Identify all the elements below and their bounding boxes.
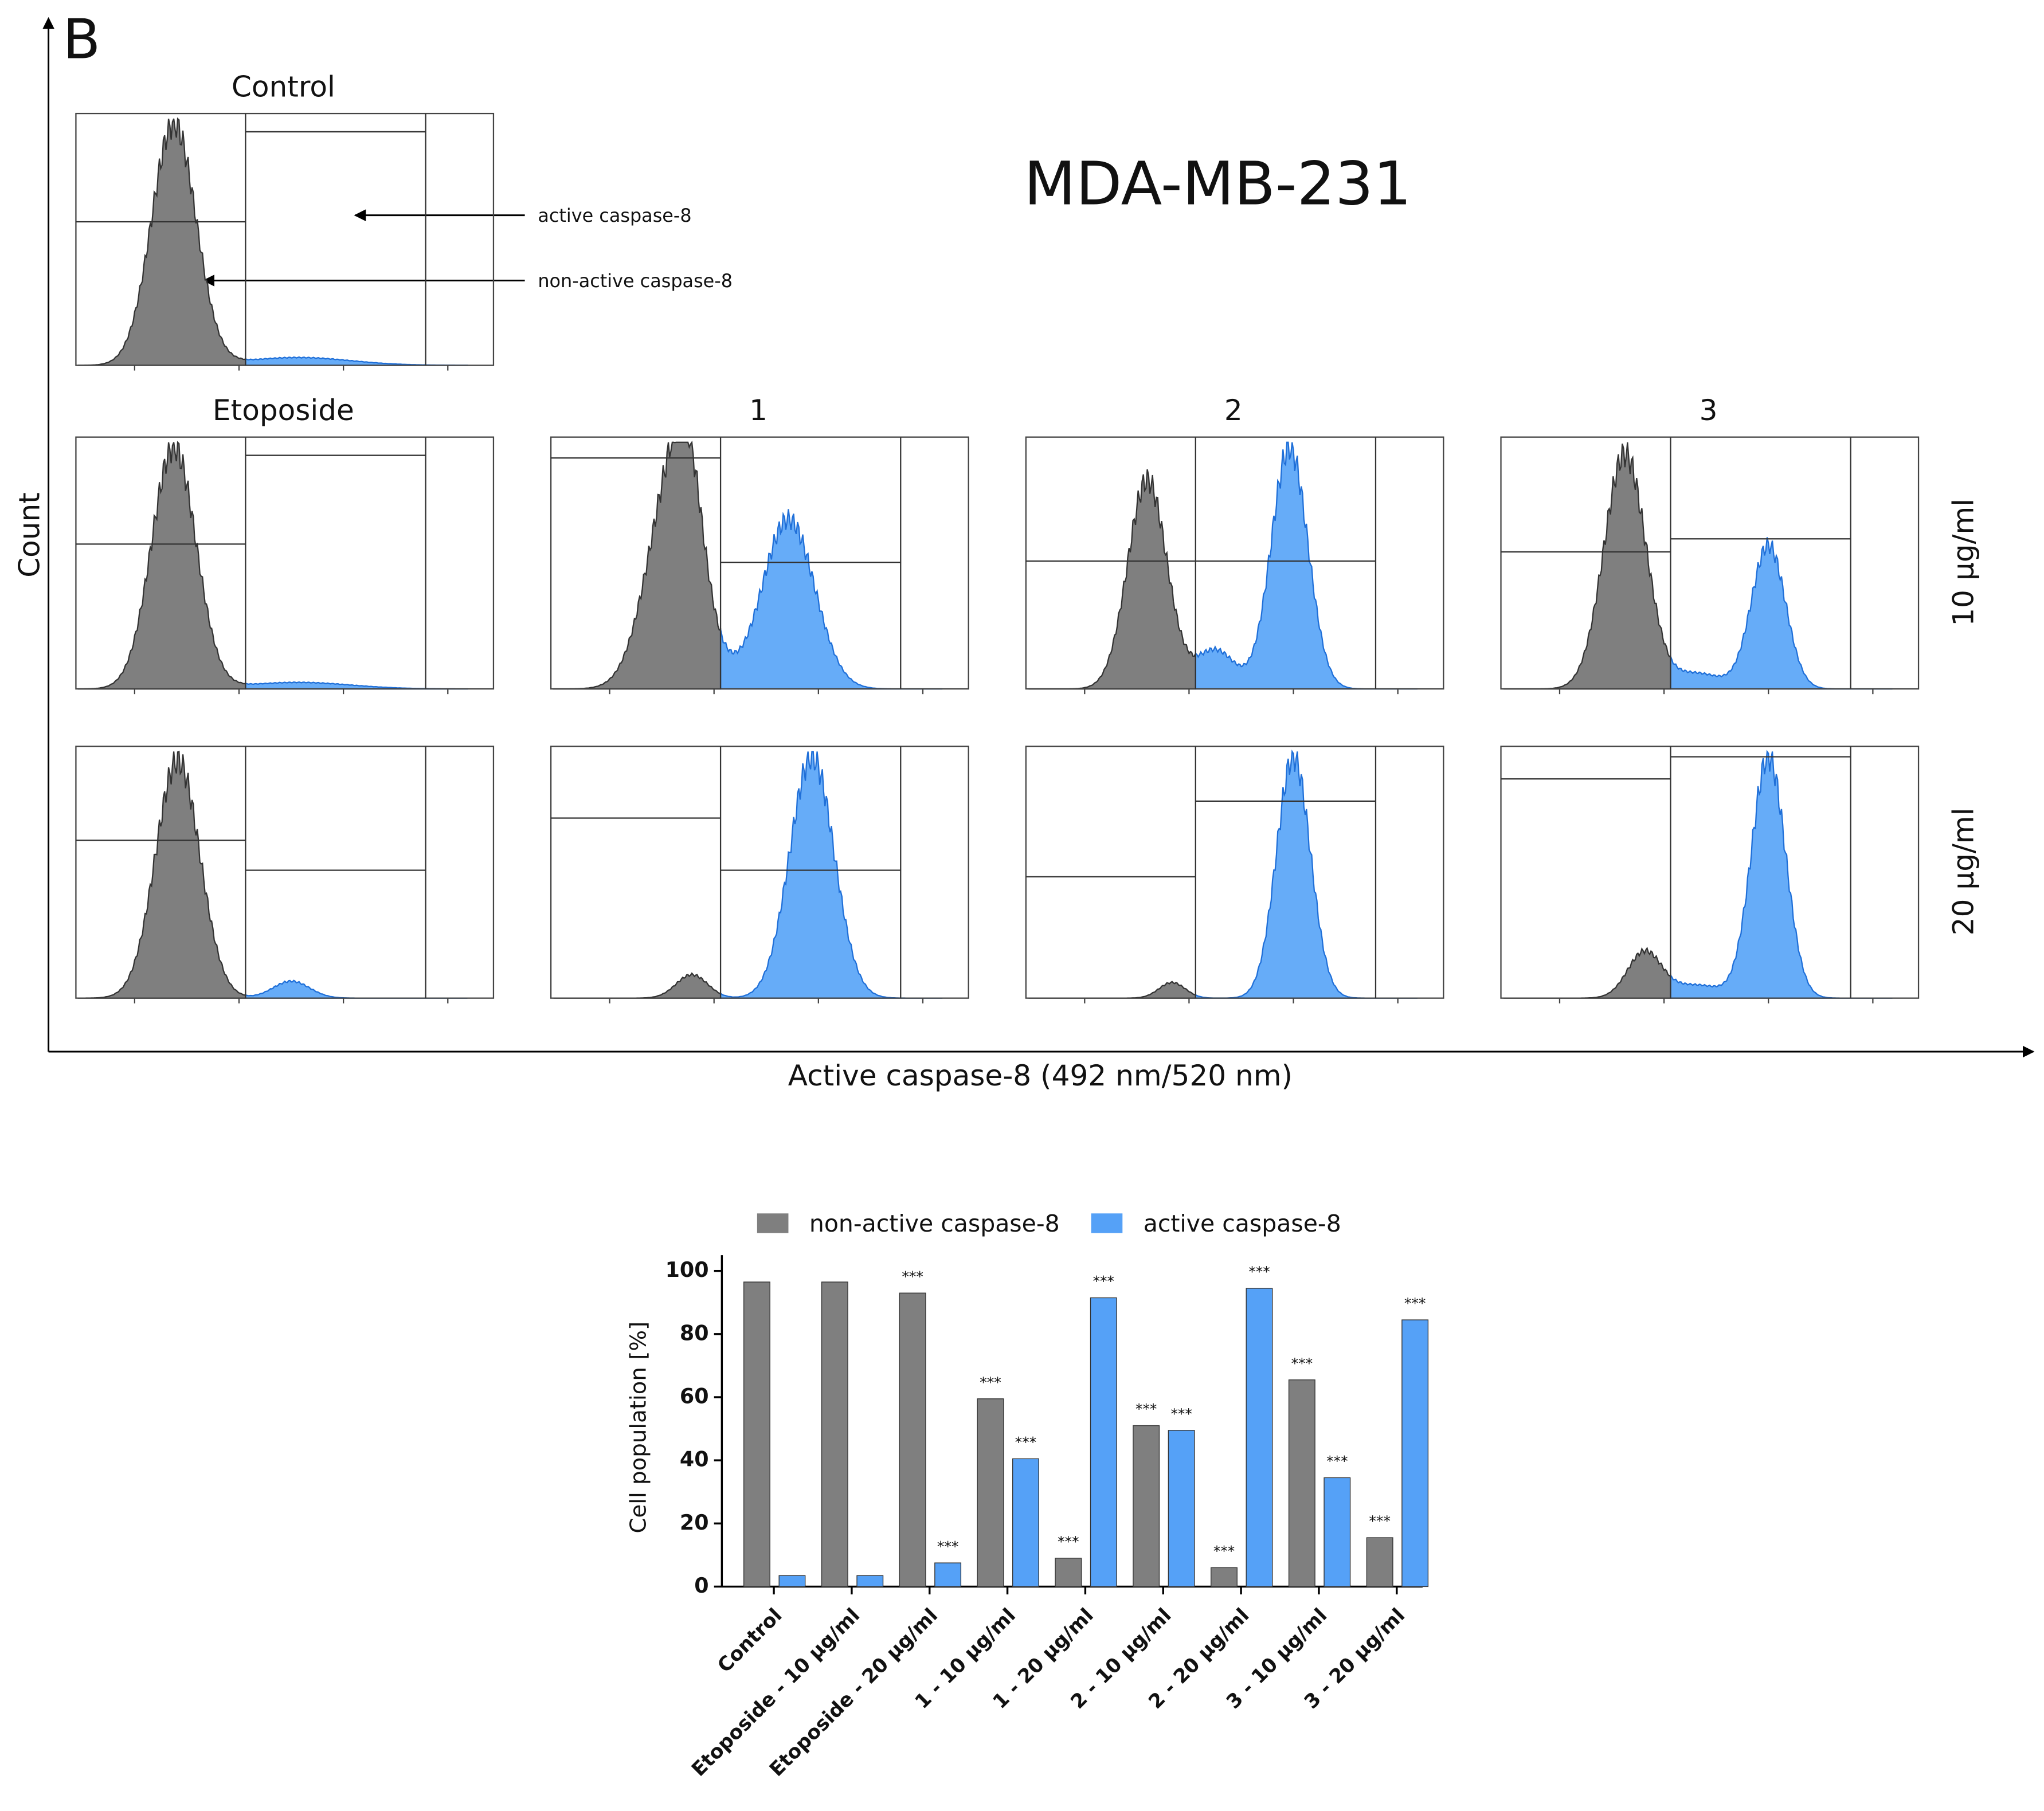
- panel-title: Control: [232, 70, 335, 103]
- significance-label: ***: [1326, 1453, 1348, 1469]
- legend-swatch: [1091, 1213, 1123, 1233]
- histogram-area: [1195, 749, 1418, 999]
- legend-swatch: [757, 1213, 789, 1233]
- x-tick-label: Control: [713, 1604, 786, 1677]
- y-tick-label: 60: [680, 1383, 709, 1408]
- histogram-area: [719, 751, 943, 999]
- histogram-area: [1503, 442, 1671, 690]
- histogram-frame: [1500, 746, 1920, 999]
- significance-label: ***: [1213, 1543, 1235, 1559]
- histogram-area: [245, 979, 468, 999]
- histogram-area: [1670, 537, 1893, 690]
- histogram-area: [1503, 946, 1671, 999]
- count-label: Count: [13, 492, 46, 578]
- fluorescence-label: Active caspase-8 (492 nm/520 nm): [788, 1059, 1293, 1092]
- significance-label: ***: [1291, 1355, 1313, 1371]
- panel-title: 2: [1224, 394, 1243, 427]
- bar: [1211, 1567, 1238, 1587]
- histogram-area: [77, 117, 246, 366]
- histograms: [75, 112, 1920, 1004]
- significance-label: ***: [1058, 1534, 1079, 1550]
- histogram-area: [77, 750, 246, 999]
- bar: [1401, 1319, 1429, 1587]
- significance-label: ***: [1093, 1273, 1115, 1289]
- cell-line-title: MDA-MB-231: [1024, 149, 1411, 219]
- histogram-area: [1670, 750, 1893, 999]
- histogram-area: [245, 681, 468, 690]
- significance-label: ***: [1015, 1434, 1037, 1451]
- annotation: non-active caspase-8: [538, 270, 733, 292]
- panel-title: 1: [749, 394, 768, 427]
- significance-label: ***: [1369, 1513, 1391, 1530]
- annotation: active caspase-8: [538, 205, 691, 226]
- bar: [1366, 1537, 1393, 1587]
- histogram-frame: [1500, 436, 1920, 690]
- bar: [1246, 1288, 1273, 1587]
- histogram-frame: [75, 112, 495, 366]
- histogram-area: [553, 440, 722, 690]
- bar: [1323, 1477, 1351, 1587]
- panel-title: 3: [1700, 394, 1718, 427]
- y-tick-label: 20: [680, 1510, 709, 1535]
- significance-label: ***: [1170, 1405, 1192, 1422]
- histogram-area: [1028, 469, 1196, 690]
- y-tick-label: 100: [665, 1257, 709, 1282]
- histogram-area: [719, 509, 943, 690]
- bar: [821, 1281, 848, 1587]
- bar: [899, 1292, 926, 1587]
- legend-label: non-active caspase-8: [809, 1210, 1060, 1237]
- histogram-frame: [550, 746, 969, 999]
- histogram-area: [1028, 981, 1196, 999]
- legend-label: active caspase-8: [1144, 1210, 1341, 1237]
- bar: [1288, 1379, 1315, 1587]
- y-axis-label: Cell population [%]: [625, 1322, 651, 1534]
- bar: [934, 1562, 962, 1587]
- bar: [1090, 1297, 1117, 1587]
- histogram-frame: [1025, 436, 1444, 690]
- bar: [1055, 1558, 1082, 1587]
- histogram-area: [245, 356, 468, 366]
- bar: [1133, 1425, 1160, 1587]
- histogram-area: [77, 441, 246, 690]
- significance-label: ***: [937, 1538, 959, 1555]
- y-tick-label: 40: [680, 1447, 709, 1472]
- histogram-area: [553, 972, 722, 999]
- histogram-frame: [75, 746, 495, 999]
- significance-label: ***: [902, 1268, 923, 1285]
- bar: [1012, 1458, 1039, 1587]
- significance-label: ***: [1404, 1295, 1426, 1312]
- histogram-area: [1195, 441, 1418, 690]
- y-tick-label: 0: [694, 1573, 708, 1598]
- histogram-frame: [75, 436, 495, 690]
- significance-label: ***: [1248, 1264, 1270, 1280]
- panel-title: Etoposide: [213, 394, 354, 427]
- y-tick-label: 80: [680, 1320, 709, 1345]
- panel-letter: B: [63, 7, 101, 71]
- histogram-frame: [1025, 746, 1444, 999]
- bar: [743, 1281, 770, 1587]
- significance-label: ***: [1135, 1401, 1157, 1417]
- bar: [856, 1575, 884, 1587]
- significance-label: ***: [980, 1374, 1001, 1390]
- row-label: 20 µg/ml: [1947, 807, 1980, 935]
- bar: [778, 1575, 806, 1587]
- bar: [977, 1398, 1004, 1587]
- bar: [1168, 1430, 1195, 1587]
- histogram-frame: [550, 436, 969, 690]
- row-label: 10 µg/ml: [1947, 499, 1980, 626]
